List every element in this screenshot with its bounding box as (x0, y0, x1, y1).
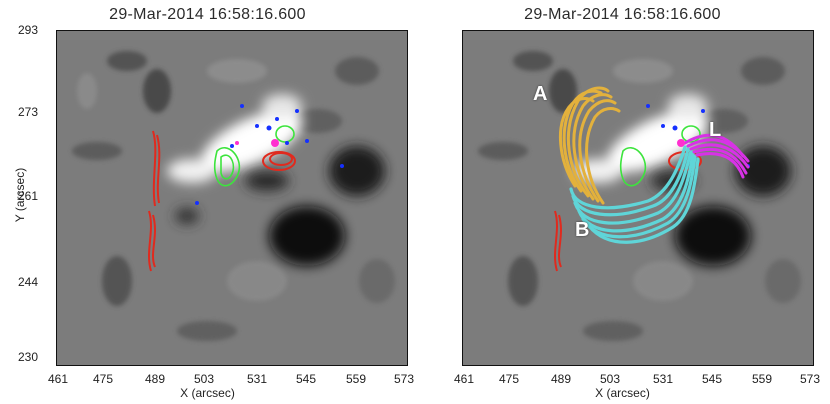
x-tick: 461 (453, 372, 475, 386)
x-tick: 475 (92, 372, 114, 386)
left-x-axis-label: X (arcsec) (180, 386, 235, 400)
right-magnetogram: A B L (462, 30, 814, 366)
x-tick: 503 (193, 372, 215, 386)
y-tick: 244 (17, 275, 38, 289)
loop-label-l: L (709, 119, 722, 141)
left-y-axis-label: Y (arcsec) (13, 167, 27, 223)
y-tick: 293 (17, 23, 38, 37)
x-tick: 531 (246, 372, 268, 386)
x-tick: 559 (751, 372, 773, 386)
x-tick: 559 (345, 372, 367, 386)
x-tick: 475 (498, 372, 520, 386)
x-tick: 545 (701, 372, 723, 386)
y-tick: 261 (17, 189, 38, 203)
y-tick: 230 (17, 350, 38, 364)
x-tick: 461 (47, 372, 69, 386)
left-magnetogram (56, 30, 408, 366)
right-x-axis-label: X (arcsec) (595, 386, 650, 400)
loop-bundle-a (558, 86, 621, 205)
x-tick: 573 (799, 372, 821, 386)
left-panel-title: 29-Mar-2014 16:58:16.600 (109, 6, 306, 23)
x-tick: 573 (393, 372, 415, 386)
loop-label-a: A (533, 83, 548, 105)
left-magnetogram-image (57, 31, 407, 365)
right-panel-title: 29-Mar-2014 16:58:16.600 (524, 6, 721, 23)
left-panel: 29-Mar-2014 16:58:16.600 (13, 6, 414, 400)
x-tick: 489 (144, 372, 166, 386)
loop-label-b: B (575, 219, 590, 241)
x-tick: 503 (599, 372, 621, 386)
x-tick: 531 (652, 372, 674, 386)
right-panel: 29-Mar-2014 16:58:16.600 (415, 0, 830, 404)
x-tick: 545 (295, 372, 317, 386)
right-magnetogram-image (463, 31, 813, 365)
loop-bundle-b (569, 145, 700, 244)
y-tick: 273 (17, 105, 38, 119)
loop-bundle-l (683, 133, 750, 179)
x-tick: 489 (550, 372, 572, 386)
